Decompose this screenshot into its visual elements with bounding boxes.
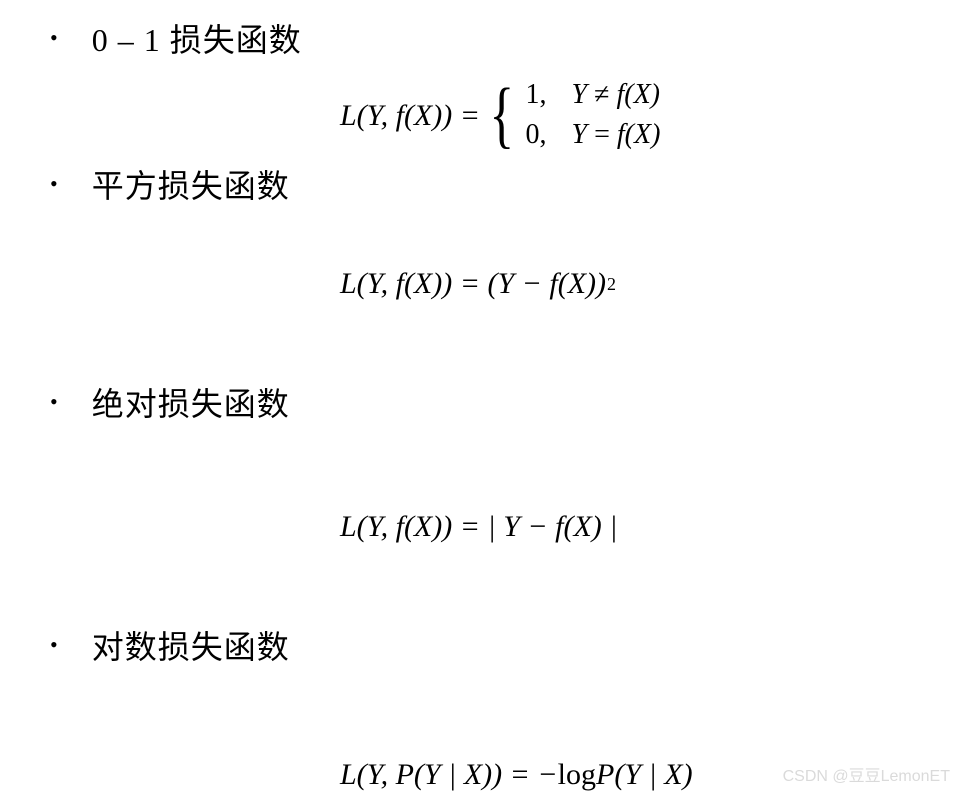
formula-squared: L(Y, f(X)) = (Y − f(X))2 [30,249,950,319]
bullet-icon: • [50,169,58,200]
case-row: 0, Y = f(X) [526,115,661,156]
loss-functions-list: • 0 – 1 损失函数 L(Y, f(X)) = { 1, Y ≠ f(X) [0,0,980,796]
brace-cases: { 1, Y ≠ f(X) 0, Y = f(X) [484,75,660,156]
formula-absolute: L(Y, f(X)) = | Y − f(X) | [30,492,950,562]
heading-text: 0 – 1 损失函数 [92,18,302,63]
heading-text: 对数损失函数 [92,625,290,670]
bullet-icon: • [50,23,58,54]
left-brace-icon: { [489,86,514,145]
case-row: 1, Y ≠ f(X) [526,75,661,116]
bullet-icon: • [50,387,58,418]
watermark-text: CSDN @豆豆LemonET [783,762,950,786]
bullet-line: • 对数损失函数 [50,625,950,670]
bullet-line: • 平方损失函数 [50,164,950,209]
log-text: log [558,756,596,794]
case-value: 1, [526,75,572,116]
formula-tail: P(Y | X) [596,756,693,794]
formula-sup: 2 [607,273,616,296]
heading-text: 绝对损失函数 [92,382,290,427]
item-01-loss: • 0 – 1 损失函数 L(Y, f(X)) = { 1, Y ≠ f(X) [30,18,950,156]
case-cond: Y ≠ f(X) [572,75,660,116]
bullet-icon: • [50,630,58,661]
case-value: 0, [526,115,572,156]
formula-lhs: L(Y, P(Y | X)) = − [340,756,558,794]
bullet-line: • 绝对损失函数 [50,382,950,427]
bullet-line: • 0 – 1 损失函数 [50,18,950,63]
item-squared-loss: • 平方损失函数 L(Y, f(X)) = (Y − f(X))2 [30,164,950,374]
heading-text: 平方损失函数 [92,164,290,209]
formula-lhs: L(Y, f(X)) = | Y − f(X) | [340,508,618,546]
item-absolute-loss: • 绝对损失函数 L(Y, f(X)) = | Y − f(X) | [30,382,950,617]
formula-lhs: L(Y, f(X)) = [340,97,480,135]
formula-01: L(Y, f(X)) = { 1, Y ≠ f(X) 0, [30,75,950,156]
formula-lhs: L(Y, f(X)) = (Y − f(X)) [340,265,606,303]
case-cond: Y = f(X) [572,115,661,156]
